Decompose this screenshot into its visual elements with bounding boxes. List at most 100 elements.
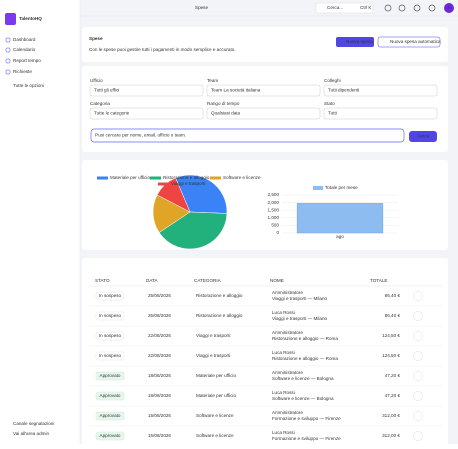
y-tick-label: 2,500: [268, 192, 280, 197]
status-badge: [95, 391, 125, 401]
total: 124,50 €: [382, 333, 400, 338]
nav-item[interactable]: Calendario: [13, 47, 36, 52]
date: 22/08/2026: [148, 353, 171, 358]
logo: [5, 13, 16, 25]
pie-slice: [158, 211, 228, 250]
bar: [296, 203, 384, 234]
total: 312,00 €: [382, 413, 400, 418]
total: 86,40 €: [385, 293, 401, 298]
name: Luca Rossi: [272, 310, 295, 315]
subtitle: Viaggi e trasporti — Milano: [272, 296, 328, 301]
subtitle: Ristorazione e alloggio — Roma: [272, 336, 338, 341]
button-text: Nuova spesa automatica: [390, 39, 441, 44]
status: In sospeso: [99, 293, 122, 298]
legend-swatch: [97, 176, 108, 180]
legend-label: Viaggi e trasporti: [171, 181, 205, 186]
nav-item[interactable]: Canale segnalazioni: [13, 421, 54, 426]
column-header: TOTALE: [370, 278, 387, 283]
select-value: Team La società italiana: [211, 88, 261, 93]
select[interactable]: [89, 107, 204, 120]
select[interactable]: [206, 107, 321, 120]
row-action[interactable]: [413, 331, 423, 341]
avatar[interactable]: [444, 3, 454, 13]
search-input[interactable]: [90, 128, 405, 143]
brand: TalentoHQ: [19, 16, 42, 21]
column-header: NOME: [270, 278, 284, 283]
select[interactable]: [89, 84, 204, 97]
status-badge: [95, 291, 125, 301]
row-action[interactable]: [413, 391, 423, 401]
filter-label: Categoria: [90, 101, 110, 106]
icon[interactable]: [413, 4, 421, 12]
nav-item[interactable]: Tutte le opzioni: [13, 83, 44, 88]
status-badge: [95, 371, 125, 381]
select[interactable]: [323, 107, 438, 120]
legend-label: Ristorazione e alloggio: [163, 175, 210, 180]
select-value: Tutti: [328, 111, 337, 116]
button[interactable]: [377, 36, 441, 48]
y-tick-label: 1,500: [268, 207, 280, 212]
x-tick-label: ago: [336, 234, 344, 239]
legend-swatch: [210, 176, 221, 180]
subtitle: Software e licenze — Bologna: [272, 396, 334, 401]
legend-swatch: [158, 182, 169, 186]
column-header: CATEGORIA: [194, 278, 222, 283]
status-badge: [95, 431, 125, 441]
status: Approvato: [100, 433, 121, 438]
name: Luca Rossi: [272, 430, 295, 435]
category: Ristorazione e alloggio: [196, 313, 243, 318]
button[interactable]: [409, 131, 437, 142]
status: Approvato: [100, 413, 121, 418]
button[interactable]: [336, 37, 374, 47]
date: 22/08/2026: [148, 333, 171, 338]
subtitle: Formazione e sviluppo — Firenze: [272, 436, 341, 441]
avatar-text: A: [447, 5, 451, 10]
row-action[interactable]: [413, 431, 423, 441]
row-action[interactable]: [413, 311, 423, 321]
select[interactable]: [206, 84, 321, 97]
row-action[interactable]: [413, 371, 423, 381]
filter-label: Colleghi: [324, 78, 341, 83]
shortcut: Ctrl K: [360, 5, 372, 10]
name: Amministratore: [272, 370, 303, 375]
row-action[interactable]: [413, 351, 423, 361]
y-tick-label: 500: [271, 223, 279, 228]
nav-item[interactable]: Report tempo: [13, 58, 41, 63]
chart-card: [82, 160, 448, 250]
search-text: Cerca...: [327, 5, 343, 10]
button-text: Nuova spesa: [346, 39, 373, 44]
status: In sospeso: [99, 333, 122, 338]
sidebar: [0, 0, 80, 444]
table-card: [82, 258, 448, 448]
legend-label: Software e licenze: [223, 175, 261, 180]
name: Luca Rossi: [272, 350, 295, 355]
column-header: STATO: [95, 278, 110, 283]
nav-icon: [5, 69, 11, 75]
search-box[interactable]: [315, 2, 374, 14]
icon[interactable]: [384, 4, 392, 12]
column-header: DATA: [146, 278, 159, 283]
subtitle: Ristorazione e alloggio — Roma: [272, 356, 338, 361]
row-action[interactable]: [413, 291, 423, 301]
button-text: Cerca: [417, 134, 430, 139]
category: Software e licenze: [196, 413, 234, 418]
filter-label: Ufficio: [90, 78, 103, 83]
date: 15/08/2026: [148, 413, 171, 418]
status: Approvato: [100, 373, 121, 378]
category: Ristorazione e alloggio: [196, 293, 243, 298]
breadcrumb: Spese: [195, 5, 208, 10]
y-tick-label: 0: [276, 230, 279, 235]
name: Amministratore: [272, 410, 303, 415]
row-action[interactable]: [413, 411, 423, 421]
status-badge: [95, 351, 125, 361]
nav-item[interactable]: Richieste: [13, 69, 32, 74]
nav-item[interactable]: Vai all'area admin: [13, 431, 49, 436]
icon[interactable]: [428, 4, 436, 12]
select[interactable]: [323, 84, 438, 97]
name: Amministratore: [272, 330, 303, 335]
category: Software e licenze: [196, 433, 234, 438]
search-placeholder: Puoi cercare per nome, email, ufficio o …: [95, 133, 186, 138]
icon[interactable]: [398, 4, 406, 12]
nav-item[interactable]: Dashboard: [13, 37, 36, 42]
